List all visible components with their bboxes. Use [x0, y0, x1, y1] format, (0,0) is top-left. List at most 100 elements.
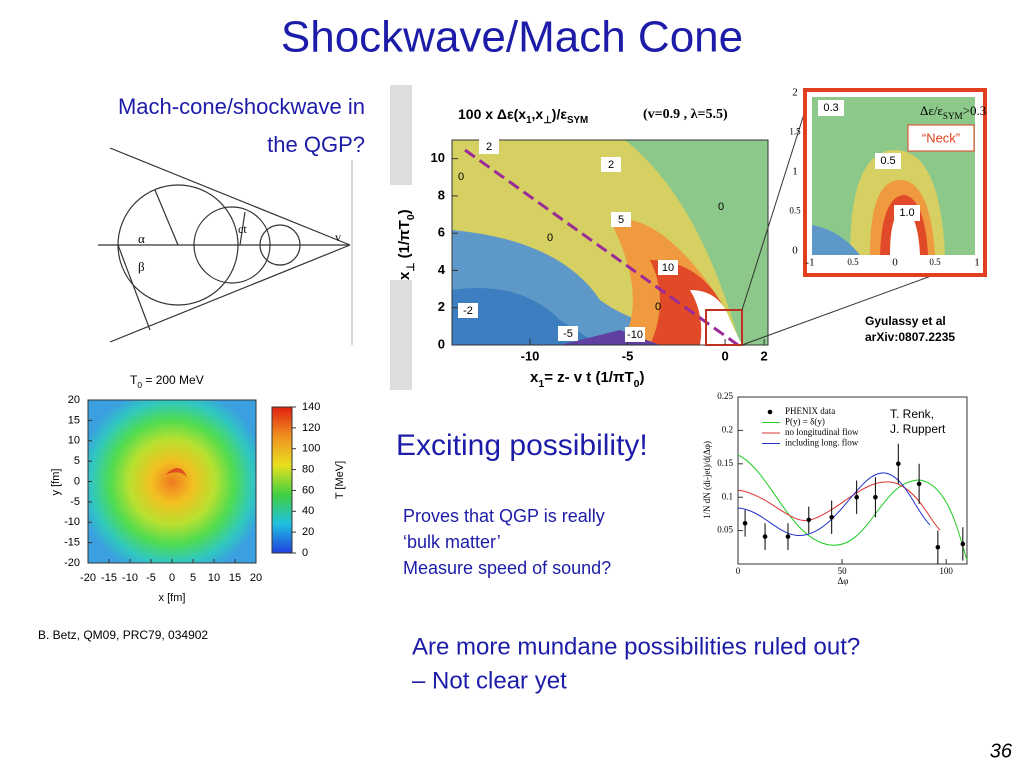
inset-level: 0.3: [823, 102, 838, 114]
colorbar-tick-label: 140: [302, 401, 320, 413]
x-tick-label: 50: [838, 566, 848, 576]
inset-x-tick: 1: [974, 257, 980, 269]
neck-box: [907, 124, 975, 152]
y-tick-label: -10: [64, 516, 80, 528]
level-box: [658, 260, 678, 275]
cone-label: α: [138, 231, 145, 246]
contour-level: 10: [662, 262, 674, 274]
inset-y-tick: 1: [792, 166, 798, 178]
curve-green: [737, 454, 968, 561]
inset-y-tick: 1.5: [789, 127, 801, 137]
citation: arXiv:0807.2235: [865, 330, 955, 344]
x-axis-label: x1= z- v t (1/πT0): [530, 369, 644, 390]
inset-x-tick: -1: [805, 257, 814, 269]
caption: the QGP?: [267, 132, 365, 157]
contour-title-part: 100 x Δε(x: [458, 106, 526, 122]
x-tick-label: 5: [190, 572, 196, 584]
contour-title-part: SYM: [567, 115, 588, 126]
y-axis-label: 1/N dN (di-jet)/d(Δφ): [702, 441, 712, 519]
x-tick-label: 0: [721, 348, 728, 363]
curve-blue: [737, 472, 931, 537]
inset-title: Δε/εSYM>0.3: [920, 103, 986, 121]
data-point: [960, 541, 966, 547]
citation: Gyulassy et al: [865, 314, 946, 328]
y-tick-label: 0: [74, 475, 80, 487]
colorbar-tick-label: 20: [302, 526, 314, 538]
legend-entry: P(y) = δ(y): [785, 417, 825, 427]
x-tick-label: 2: [760, 348, 767, 363]
contour-level: -5: [563, 328, 573, 340]
x-tick-label: 0: [736, 566, 741, 576]
x-tick-label: -10: [122, 572, 138, 584]
curve-red: [737, 481, 941, 531]
data-point: [762, 534, 768, 539]
contour-level: 0: [547, 232, 553, 244]
colorbar-tick-label: 100: [302, 443, 320, 455]
y-axis-label: y [fm]: [50, 469, 62, 496]
cone-diagram: [98, 147, 353, 345]
data-point: [916, 481, 922, 487]
data-point: [785, 534, 791, 539]
x-axis-label-part: = z- v t (1/πT: [544, 369, 633, 386]
inset-x-tick: 0.5: [847, 257, 859, 267]
x-axis-label: Δφ: [838, 576, 849, 586]
legend-entry: PHENIX data: [785, 406, 835, 416]
contour-params: (v=0.9 , λ=5.5): [643, 107, 728, 122]
y-tick-label: 0.05: [717, 525, 733, 535]
y-tick-label: 10: [68, 435, 80, 447]
neck-label: “Neck”: [922, 130, 960, 145]
data-point: [873, 494, 878, 500]
y-tick-label: 0.1: [722, 491, 733, 501]
data-point: [806, 517, 812, 523]
y-tick-label: 4: [438, 262, 446, 277]
level-box: [601, 157, 621, 172]
x-tick-label: -15: [101, 572, 117, 584]
x-tick-label: 10: [208, 572, 220, 584]
level-box: [625, 327, 645, 342]
x-tick-label: 20: [250, 572, 262, 584]
y-tick-label: -5: [70, 496, 80, 508]
headline: Exciting possibility!: [396, 429, 648, 462]
y-tick-label: 5: [74, 455, 80, 467]
y-tick-label: 8: [438, 187, 445, 202]
colorbar-tick-label: 60: [302, 484, 314, 496]
x-tick-label: -5: [146, 572, 156, 584]
y-axis-label-part: (1/πT: [396, 220, 413, 262]
inset-title-part: Δε/ε: [920, 103, 943, 118]
contour-level: 0: [458, 171, 464, 183]
contour-level: 2: [486, 141, 492, 153]
inset-y-tick: 0: [792, 245, 798, 257]
y-tick-label: 0.25: [717, 391, 733, 401]
contour-title-part: ,x: [532, 106, 544, 122]
inset-level: 1.0: [899, 207, 914, 219]
authors: J. Ruppert: [890, 422, 946, 436]
y-tick-label: 0.15: [717, 458, 733, 468]
legend-marker: [767, 409, 773, 415]
contour-level: 2: [608, 159, 614, 171]
y-tick-label: 0: [438, 336, 445, 351]
zoom-box: [705, 309, 743, 346]
point: ‘bulk matter’: [403, 532, 501, 552]
colorbar-tick-label: 40: [302, 505, 314, 517]
contour-level: 0: [655, 301, 661, 313]
level-box: [558, 326, 578, 341]
contour-level: -2: [463, 305, 473, 317]
cone-label: β: [138, 259, 145, 274]
x-axis-label: x [fm]: [159, 592, 186, 604]
colorbar-tick-label: 120: [302, 422, 320, 434]
x-axis-label-part: 0: [634, 378, 640, 390]
y-axis-label: x⊥ (1/πT0): [396, 209, 417, 280]
inset-title-part: SYM: [943, 111, 963, 121]
y-axis-label-part: 0: [405, 214, 417, 220]
level-box: [479, 139, 499, 154]
data-point: [854, 494, 859, 500]
question: Are more mundane possibilities ruled out…: [412, 633, 860, 660]
legend-entry: no longitudinal flow: [785, 427, 859, 437]
cone-label: v: [335, 230, 341, 244]
citation: B. Betz, QM09, PRC79, 034902: [38, 628, 208, 642]
y-axis-label-part: x: [396, 271, 413, 280]
zoom-line: [741, 94, 811, 311]
x-tick-label: 100: [939, 566, 953, 576]
y-tick-label: 15: [68, 414, 80, 426]
